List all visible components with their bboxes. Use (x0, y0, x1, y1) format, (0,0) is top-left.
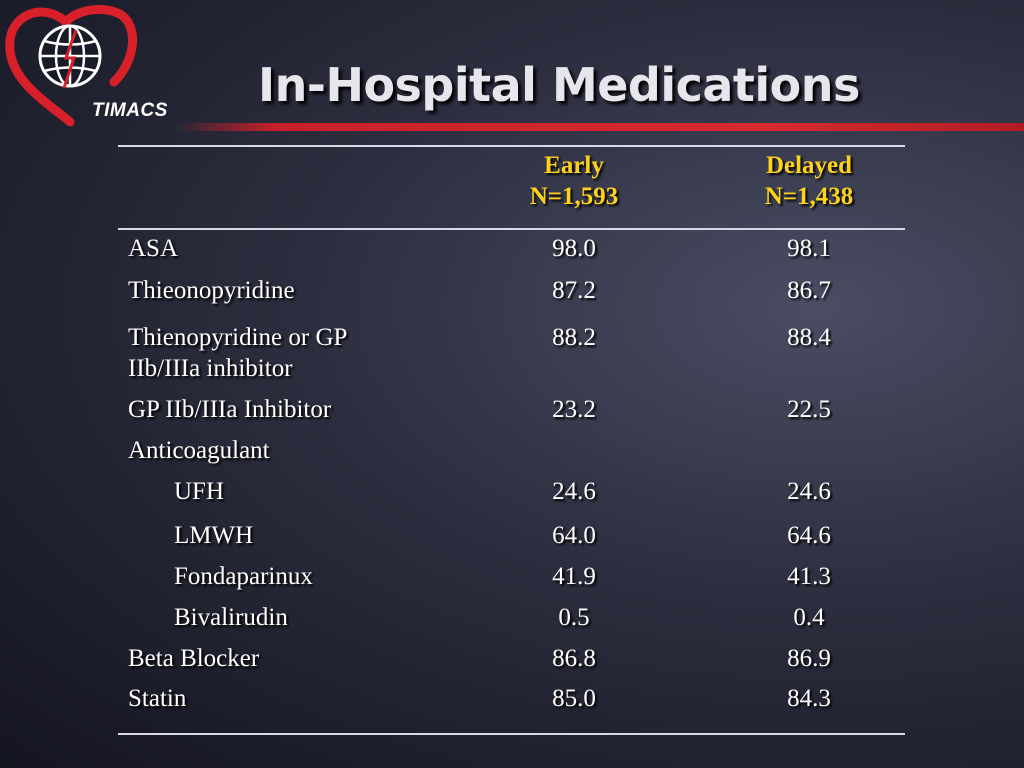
value-delayed: 41.3 (787, 563, 831, 590)
row-label: Thienopyridine or GP (128, 324, 348, 351)
row-label: ASA (128, 235, 179, 262)
table-header-rule (118, 228, 905, 230)
value-early: 98.0 (552, 235, 596, 262)
column-header-delayed-title: Delayed (765, 152, 853, 179)
row-label: Anticoagulant (128, 437, 270, 464)
row-label-continued: IIb/IIIa inhibitor (128, 355, 293, 382)
row-label: Bivalirudin (174, 604, 288, 631)
value-early: 64.0 (552, 522, 596, 549)
value-early: 88.2 (552, 324, 596, 351)
row-label: Thieonopyridine (128, 277, 295, 304)
column-header-delayed-n: N=1,438 (764, 183, 854, 210)
value-delayed: 86.7 (787, 277, 831, 304)
value-delayed: 88.4 (787, 324, 831, 351)
column-header-early-n: N=1,593 (529, 183, 619, 210)
logo-text: TIMACS (92, 100, 168, 121)
value-delayed: 86.9 (787, 645, 831, 672)
value-delayed: 98.1 (787, 235, 831, 262)
row-label: Beta Blocker (128, 645, 260, 672)
row-label: Statin (128, 685, 187, 712)
value-early: 86.8 (552, 645, 596, 672)
page-title: In-Hospital Medications (258, 58, 860, 112)
table-bottom-rule (118, 733, 905, 735)
column-header-early: Early N=1,593 (474, 150, 674, 212)
row-label: UFH (174, 478, 225, 505)
accent-divider (175, 123, 1024, 131)
value-early: 0.5 (558, 604, 590, 631)
column-header-delayed: Delayed N=1,438 (709, 150, 909, 212)
value-delayed: 0.4 (793, 604, 825, 631)
value-delayed: 64.6 (787, 522, 831, 549)
row-label: LMWH (174, 522, 254, 549)
value-early: 23.2 (552, 396, 596, 423)
value-early: 24.6 (552, 478, 596, 505)
timacs-logo: TIMACS (4, 0, 184, 130)
value-delayed: 84.3 (787, 685, 831, 712)
heart-globe-logo-icon (5, 5, 137, 127)
row-label: Fondaparinux (174, 563, 313, 590)
value-early: 41.9 (552, 563, 596, 590)
row-label: GP IIb/IIIa Inhibitor (128, 396, 332, 423)
value-early: 85.0 (552, 685, 596, 712)
value-delayed: 22.5 (787, 396, 831, 423)
value-delayed: 24.6 (787, 478, 831, 505)
column-header-early-title: Early (544, 152, 604, 179)
table-top-rule (118, 145, 905, 147)
value-early: 87.2 (552, 277, 596, 304)
